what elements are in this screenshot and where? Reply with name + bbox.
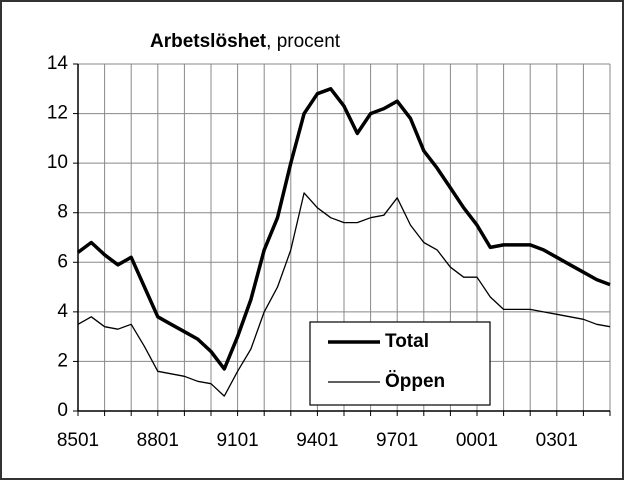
series-line bbox=[76, 87, 611, 371]
x-tick-label: 9101 bbox=[216, 430, 258, 451]
series-line bbox=[77, 192, 611, 397]
y-tick-label: 6 bbox=[57, 251, 68, 272]
y-tick-label: 14 bbox=[47, 53, 69, 74]
x-tick-label: 9701 bbox=[376, 430, 418, 451]
legend-label: Total bbox=[385, 331, 429, 352]
x-tick-label: 0301 bbox=[536, 430, 578, 451]
y-tick-label: 0 bbox=[57, 400, 68, 421]
title-suffix: , procent bbox=[266, 31, 341, 52]
legend-label: Öppen bbox=[385, 371, 445, 392]
x-tick-label: 8501 bbox=[57, 430, 99, 451]
x-tick-label: 8801 bbox=[137, 430, 179, 451]
x-tick-label: 9401 bbox=[296, 430, 338, 451]
y-tick-label: 12 bbox=[47, 103, 68, 124]
chart-title: Arbetslöshet, procent bbox=[150, 31, 341, 52]
x-tick-label: 0001 bbox=[456, 430, 498, 451]
y-tick-label: 10 bbox=[47, 152, 68, 173]
title-bold: Arbetslöshet bbox=[150, 31, 267, 52]
y-tick-label: 2 bbox=[57, 350, 68, 371]
legend-box bbox=[309, 321, 491, 406]
y-tick-label: 8 bbox=[57, 202, 68, 223]
y-tick-label: 4 bbox=[57, 301, 68, 322]
